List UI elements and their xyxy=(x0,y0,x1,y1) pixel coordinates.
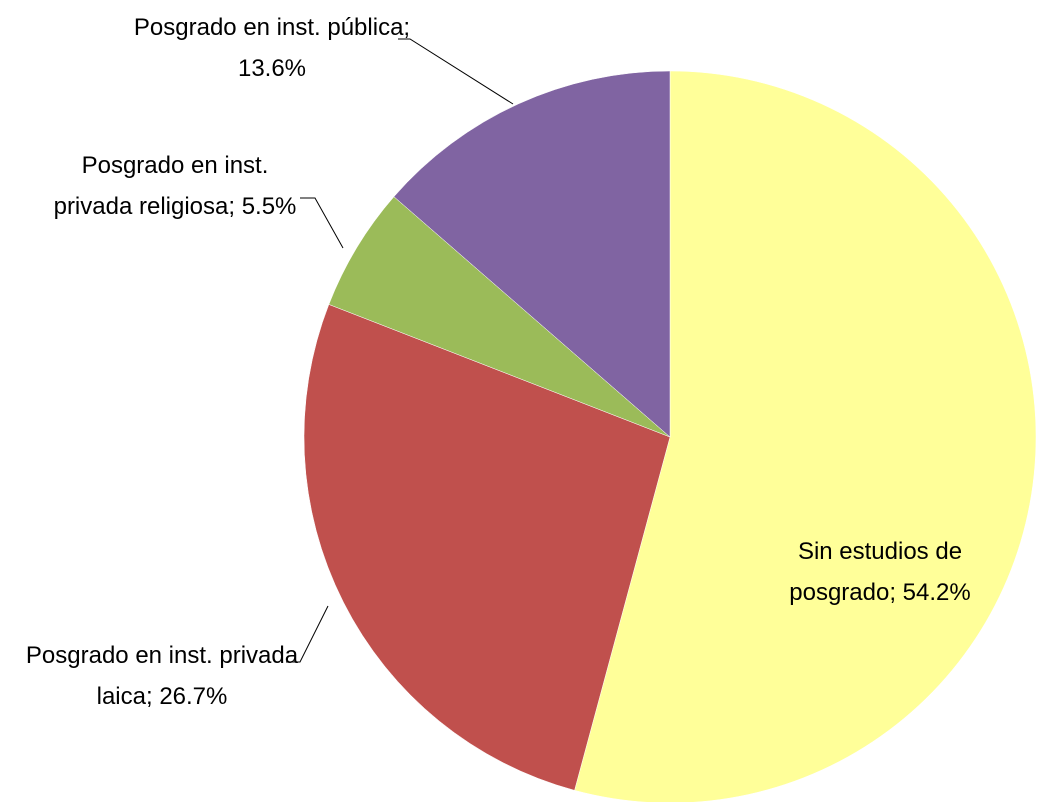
pie-slice xyxy=(303,304,671,791)
data-label: Posgrado en inst. privada religiosa; 5.5… xyxy=(53,152,297,220)
leader-line xyxy=(398,38,514,105)
pie-slice xyxy=(393,70,671,438)
data-label: Posgrado en inst. pública; 13.6% xyxy=(133,14,411,82)
pie-slice xyxy=(574,70,1037,802)
leader-line xyxy=(300,197,344,249)
leader-line xyxy=(286,605,329,663)
data-label: Sin estudios de posgrado; 54.2% xyxy=(789,538,971,606)
data-label: Posgrado en inst. privada laica; 26.7% xyxy=(25,642,299,710)
